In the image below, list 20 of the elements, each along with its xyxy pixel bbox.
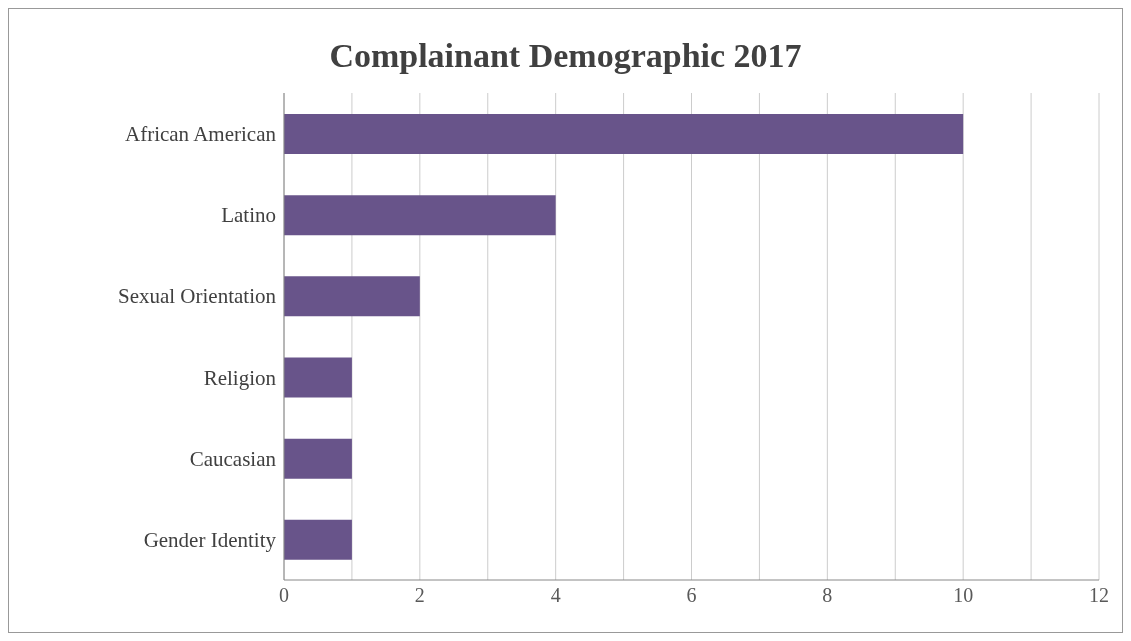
y-tick-label: Gender Identity [143,527,277,552]
y-tick-label: Religion [203,365,277,390]
x-tick-label: 6 [686,584,697,607]
y-tick-label: Sexual Orientation [117,284,277,309]
bar [284,195,556,236]
x-tick-label: 0 [279,584,289,607]
chart-title: Complainant Demographic 2017 [328,36,803,76]
x-tick-label: 10 [953,584,974,607]
x-tick-label: 4 [550,584,561,607]
y-tick-label: Caucasian [189,446,277,471]
x-tick-label: 8 [822,584,833,607]
bar [284,276,420,317]
x-tick-label: 2 [414,584,425,607]
y-tick-label: Latino [221,203,276,228]
bar [284,438,352,479]
y-tick-label: African American [124,122,277,147]
bar [284,357,352,398]
bar [284,519,352,560]
bar [284,114,964,154]
x-tick-label: 12 [1089,584,1109,607]
